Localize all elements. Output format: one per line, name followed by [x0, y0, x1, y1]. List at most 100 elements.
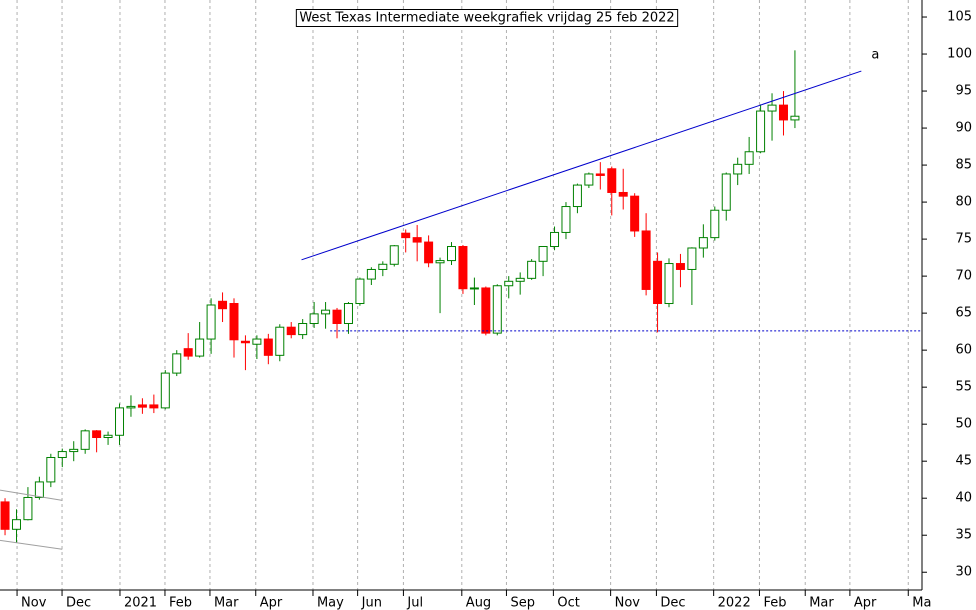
x-tick-label: Ma — [912, 596, 931, 610]
candle-body — [401, 232, 411, 239]
candle-body — [57, 451, 67, 458]
x-tick-label: Apr — [260, 596, 283, 610]
candle-body — [149, 404, 159, 409]
candle-body — [160, 372, 170, 409]
candle-body — [630, 195, 640, 232]
candle-body — [710, 209, 720, 239]
candle-body — [229, 303, 239, 341]
candle-body — [137, 404, 147, 408]
candle-body — [698, 237, 708, 249]
candle-body — [538, 246, 548, 262]
candle-body — [618, 191, 628, 197]
candle-body — [69, 448, 79, 453]
x-tick-label: Sep — [510, 596, 535, 610]
candle-body — [778, 104, 788, 121]
candle-body — [298, 323, 308, 336]
candle-body — [172, 353, 182, 374]
y-tick-label: 85 — [955, 158, 972, 173]
candle-body — [11, 519, 21, 530]
y-tick-label: 100 — [947, 47, 972, 62]
candle-body — [206, 304, 216, 340]
candle-body — [721, 173, 731, 211]
y-tick-label: 30 — [955, 565, 972, 580]
x-tick-label: May — [317, 596, 344, 610]
candle-body — [446, 246, 456, 262]
candle-body — [664, 263, 674, 305]
candle-body — [435, 260, 445, 264]
y-tick-label: 95 — [955, 84, 972, 99]
candle-body — [218, 300, 228, 310]
candle-body — [504, 280, 514, 287]
candle-body — [389, 245, 399, 265]
candle-body — [584, 173, 594, 186]
y-tick-label: 45 — [955, 454, 972, 469]
candle-body — [572, 184, 582, 208]
candle-body — [34, 481, 44, 498]
y-tick-label: 35 — [955, 528, 972, 543]
y-tick-label: 75 — [955, 232, 972, 247]
candle-body — [343, 303, 353, 325]
x-tick-label: Jul — [406, 596, 423, 610]
candle-body — [126, 405, 136, 409]
candle-body — [263, 338, 273, 356]
x-tick-label: Aug — [466, 596, 491, 610]
candle-body — [733, 163, 743, 175]
candle-body — [527, 260, 537, 279]
x-tick-label: 2021 — [124, 596, 157, 610]
candle-body — [183, 348, 193, 357]
candle-body — [46, 456, 56, 483]
candle-body — [469, 287, 479, 290]
candle-body — [607, 168, 617, 193]
x-tick-label: Mar — [214, 596, 239, 610]
candle-body — [458, 246, 468, 290]
candle-body — [515, 277, 525, 282]
candle-body — [675, 263, 685, 270]
x-tick-label: Feb — [169, 596, 192, 610]
y-tick-label: 90 — [955, 121, 972, 136]
trend-line — [0, 539, 63, 550]
candle-body — [252, 338, 262, 345]
candle-body — [481, 287, 491, 334]
x-tick-label: 2022 — [718, 596, 751, 610]
x-tick-label: Nov — [21, 596, 47, 610]
x-tick-label: Feb — [763, 596, 786, 610]
candle-body — [561, 206, 571, 233]
y-tick-label: 105 — [947, 10, 972, 25]
candle-body — [23, 496, 33, 521]
x-tick-label: Nov — [615, 596, 641, 610]
candle-body — [492, 285, 502, 334]
y-tick-label: 40 — [955, 491, 972, 506]
x-tick-label: Dec — [660, 596, 685, 610]
candle-body — [115, 407, 125, 436]
x-tick-label: Mar — [809, 596, 834, 610]
candle-body — [641, 230, 651, 290]
candle-body — [355, 278, 365, 305]
y-tick-label: 50 — [955, 417, 972, 432]
candle-body — [790, 115, 800, 121]
x-tick-label: Oct — [557, 596, 579, 610]
candle-body — [0, 501, 10, 530]
y-tick-label: 80 — [955, 195, 972, 210]
x-tick-label: Apr — [854, 596, 877, 610]
trend-label: a — [871, 48, 879, 63]
candle-body — [744, 151, 754, 165]
y-tick-label: 70 — [955, 269, 972, 284]
candle-body — [275, 326, 285, 356]
y-tick-label: 65 — [955, 306, 972, 321]
candle-body — [767, 104, 777, 112]
candle-body — [286, 326, 296, 336]
candle-body — [687, 247, 697, 270]
candle-body — [595, 173, 605, 176]
candle-body — [412, 237, 422, 243]
candle-body — [378, 263, 388, 270]
candle-body — [92, 430, 102, 439]
candle-body — [332, 309, 342, 325]
y-tick-label: 55 — [955, 380, 972, 395]
candle-body — [309, 313, 319, 325]
x-tick-label: Dec — [66, 596, 91, 610]
candle-body — [653, 260, 663, 305]
chart-title: West Texas Intermediate weekgrafiek vrij… — [299, 11, 674, 26]
title-box — [295, 9, 679, 27]
candle-body — [756, 110, 766, 153]
